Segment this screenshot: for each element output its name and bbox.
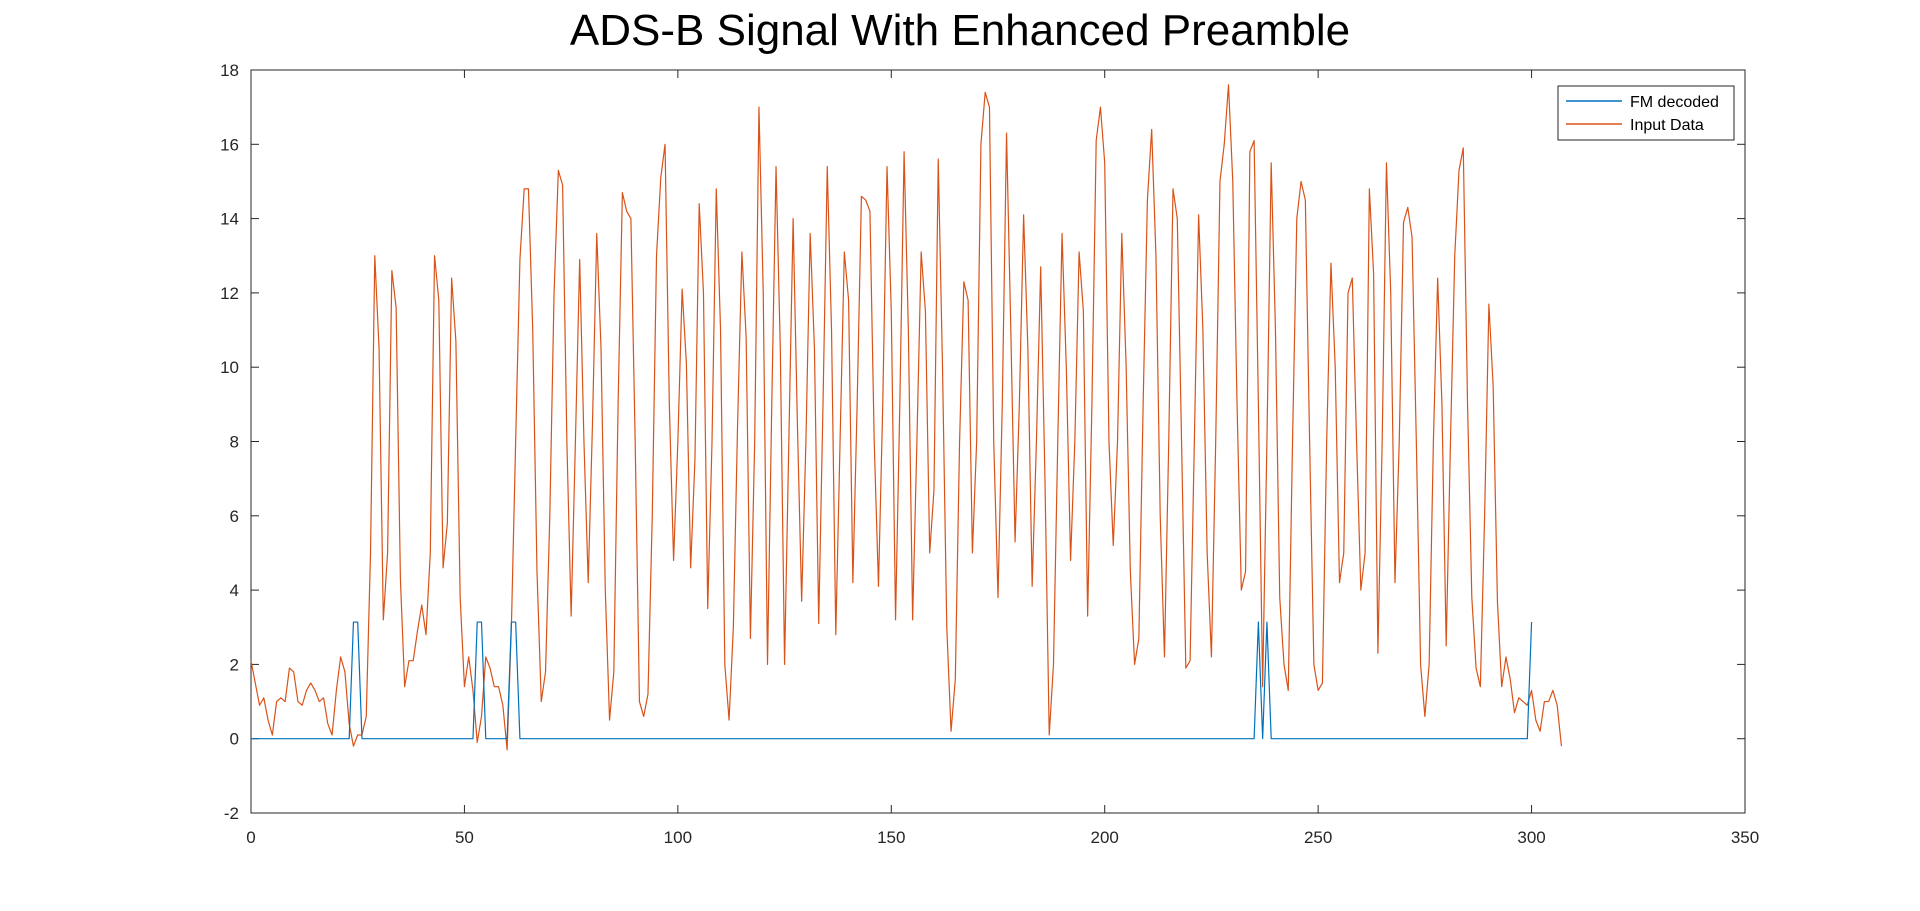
axis-ticks: 0 50 100 150 200 250 300 350 -2 0 2 4 6 8 10 12 14 16 18	[220, 61, 1759, 847]
y-tick-label: 12	[220, 284, 239, 303]
x-tick-label: 300	[1517, 828, 1545, 847]
x-tick-label: 150	[877, 828, 905, 847]
y-tick-label: 10	[220, 358, 239, 377]
legend-label: FM decoded	[1630, 94, 1719, 111]
y-tick-label: 0	[230, 730, 239, 749]
y-tick-label: 14	[220, 210, 239, 229]
y-tick-label: 2	[230, 655, 239, 674]
x-tick-label: 350	[1731, 828, 1759, 847]
x-tick-label: 50	[455, 828, 474, 847]
legend: FM decoded Input Data	[1557, 85, 1735, 141]
plot-box	[250, 69, 1746, 814]
y-tick-label: 8	[230, 433, 239, 452]
y-tick-label: 18	[220, 61, 239, 80]
fm-decoded-line	[251, 621, 1533, 740]
y-tick-label: 4	[230, 581, 239, 600]
x-tick-label: 0	[246, 828, 255, 847]
x-tick-label: 200	[1091, 828, 1119, 847]
y-tick-label: 16	[220, 135, 239, 154]
series-lines	[250, 84, 1563, 751]
chart-title: ADS-B Signal With Enhanced Preamble	[569, 6, 1351, 55]
input-data-line	[250, 84, 1563, 751]
x-tick-label: 100	[664, 828, 692, 847]
y-tick-label: -2	[224, 804, 239, 823]
axes-frame	[250, 69, 1746, 814]
x-tick-label: 250	[1304, 828, 1332, 847]
legend-label: Input Data	[1630, 117, 1704, 134]
legend-box	[1557, 85, 1735, 141]
y-tick-label: 6	[230, 507, 239, 526]
